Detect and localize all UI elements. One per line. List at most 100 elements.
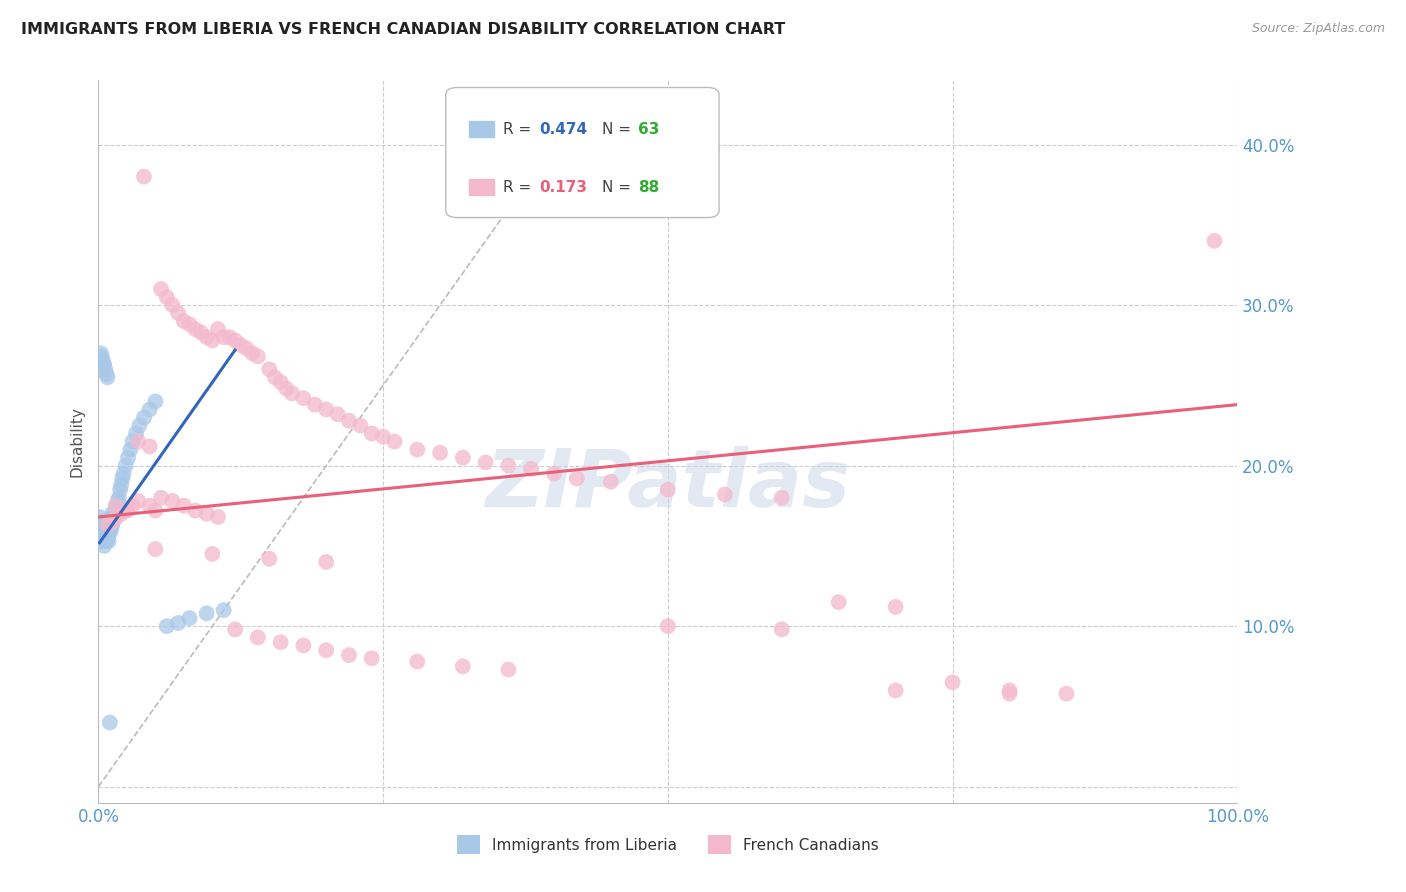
Point [91, 526, 114, 541]
Point [270, 375, 292, 389]
Point [101, 515, 124, 529]
Point [1204, 234, 1226, 248]
Text: 88: 88 [638, 179, 659, 194]
Point [195, 330, 218, 344]
Point [770, 491, 793, 505]
Point [246, 631, 269, 645]
Point [190, 326, 212, 340]
Point [235, 342, 257, 356]
Point [942, 675, 965, 690]
Point [884, 599, 907, 614]
Point [406, 655, 429, 669]
Point [90, 531, 112, 545]
Point [184, 322, 207, 336]
Point [97, 523, 120, 537]
Point [315, 555, 337, 569]
Point [162, 494, 184, 508]
Point [90, 523, 112, 537]
Point [326, 407, 349, 421]
Point [101, 507, 124, 521]
Point [138, 402, 160, 417]
Text: 0.474: 0.474 [538, 122, 588, 136]
Point [281, 386, 304, 401]
Point [98, 515, 121, 529]
Point [201, 334, 224, 348]
Point [117, 450, 139, 465]
Point [145, 503, 167, 517]
Bar [468, 179, 494, 195]
Point [112, 467, 135, 481]
Point [259, 551, 281, 566]
Point [115, 503, 138, 517]
Point [315, 643, 337, 657]
Point [121, 499, 143, 513]
Point [162, 298, 184, 312]
Point [89, 526, 111, 541]
Point [264, 370, 287, 384]
Point [132, 410, 155, 425]
Point [212, 603, 235, 617]
Point [127, 494, 149, 508]
Point [94, 534, 117, 549]
Point [110, 478, 132, 492]
Point [127, 434, 149, 449]
Point [150, 282, 173, 296]
Text: 63: 63 [638, 122, 659, 136]
Point [998, 687, 1021, 701]
Text: N =: N = [602, 122, 636, 136]
Point [145, 394, 167, 409]
Text: Source: ZipAtlas.com: Source: ZipAtlas.com [1251, 22, 1385, 36]
Point [184, 503, 207, 517]
Point [101, 518, 124, 533]
Point [195, 607, 218, 621]
Point [167, 306, 190, 320]
Point [120, 442, 142, 457]
Point [105, 510, 128, 524]
Point [224, 334, 246, 348]
Point [128, 418, 150, 433]
Text: ZIPatlas: ZIPatlas [485, 446, 851, 524]
Point [201, 547, 224, 561]
Point [657, 619, 679, 633]
Point [145, 542, 167, 557]
Point [90, 531, 112, 545]
Point [103, 515, 125, 529]
Point [94, 362, 117, 376]
Point [371, 430, 394, 444]
Point [90, 523, 112, 537]
Point [93, 531, 115, 545]
Point [218, 330, 240, 344]
Point [93, 539, 115, 553]
Point [998, 683, 1021, 698]
Point [96, 518, 118, 533]
Point [96, 534, 118, 549]
Point [91, 354, 114, 368]
Point [93, 358, 115, 372]
Point [498, 663, 520, 677]
Point [91, 518, 114, 533]
Point [451, 450, 474, 465]
Point [115, 503, 138, 517]
Point [246, 350, 269, 364]
Point [90, 515, 112, 529]
Point [270, 635, 292, 649]
Point [103, 510, 125, 524]
Point [195, 507, 218, 521]
Point [90, 346, 112, 360]
Point [173, 499, 195, 513]
Point [91, 534, 114, 549]
Point [94, 518, 117, 533]
Point [384, 434, 406, 449]
Point [138, 499, 160, 513]
Point [104, 499, 127, 513]
Point [132, 169, 155, 184]
Point [108, 483, 131, 497]
Point [498, 458, 520, 473]
Point [150, 491, 173, 505]
Point [207, 510, 229, 524]
Point [96, 531, 118, 545]
Point [474, 455, 496, 469]
Point [97, 534, 120, 549]
Point [1054, 687, 1078, 701]
Y-axis label: Disability: Disability [69, 406, 84, 477]
